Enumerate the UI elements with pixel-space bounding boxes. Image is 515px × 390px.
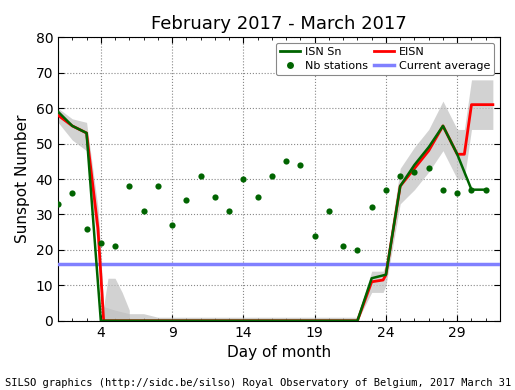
Point — [168, 222, 176, 228]
Y-axis label: Sunspot Number: Sunspot Number — [15, 115, 30, 243]
Point — [225, 208, 233, 214]
Point — [339, 243, 347, 250]
Point — [82, 225, 91, 232]
Point — [239, 176, 248, 182]
Point — [396, 172, 404, 179]
Point — [140, 208, 148, 214]
Point — [125, 183, 133, 189]
Text: SILSO graphics (http://sidc.be/silso) Royal Observatory of Belgium, 2017 March 3: SILSO graphics (http://sidc.be/silso) Ro… — [5, 378, 511, 388]
Point — [282, 158, 290, 165]
Point — [311, 232, 319, 239]
Point — [353, 247, 362, 253]
Point — [439, 186, 447, 193]
Point — [268, 172, 276, 179]
Point — [368, 204, 376, 211]
Point — [68, 190, 76, 196]
Point — [97, 240, 105, 246]
Title: February 2017 - March 2017: February 2017 - March 2017 — [151, 15, 407, 33]
Point — [253, 194, 262, 200]
Point — [211, 194, 219, 200]
Point — [197, 172, 205, 179]
Point — [111, 243, 119, 250]
Point — [410, 169, 419, 175]
Point — [182, 197, 191, 204]
Point — [296, 162, 304, 168]
Point — [153, 183, 162, 189]
Point — [54, 201, 62, 207]
Point — [382, 186, 390, 193]
X-axis label: Day of month: Day of month — [227, 345, 331, 360]
Legend: ISN Sn, Nb stations, EISN, Current average: ISN Sn, Nb stations, EISN, Current avera… — [276, 43, 494, 75]
Point — [468, 186, 476, 193]
Point — [424, 165, 433, 172]
Point — [325, 208, 333, 214]
Point — [482, 186, 490, 193]
Point — [453, 190, 461, 196]
